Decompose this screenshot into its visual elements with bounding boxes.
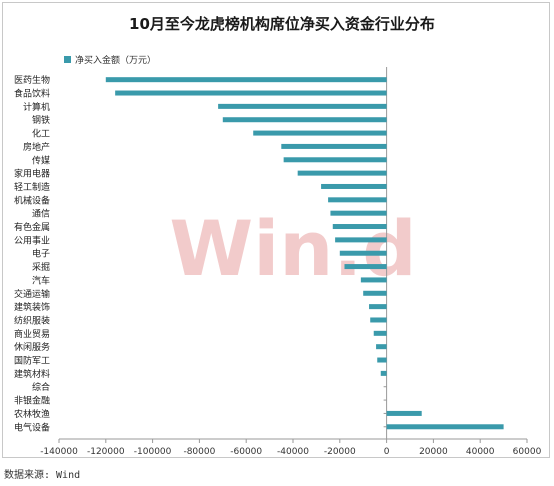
category-label: 休闲服务 <box>14 341 50 353</box>
category-label: 家用电器 <box>14 168 50 180</box>
bar-10 <box>328 197 387 203</box>
chart-frame: 10月至今龙虎榜机构席位净买入资金行业分布 Win.d 净买入金额（万元） -1… <box>2 2 550 458</box>
x-tick-label: 40000 <box>466 447 495 457</box>
bar-1 <box>105 77 387 83</box>
category-label: 电子 <box>32 248 50 260</box>
legend-label: 净买入金额（万元） <box>75 54 156 66</box>
category-label: 计算机 <box>23 101 50 113</box>
bar-12 <box>332 224 387 230</box>
bar-18 <box>369 304 387 310</box>
bar-23 <box>380 370 387 376</box>
bar-21 <box>376 344 387 350</box>
x-tick-label: -80000 <box>183 447 215 457</box>
x-tick-label: -140000 <box>40 447 78 457</box>
x-tick-label: 0 <box>384 447 390 457</box>
category-label: 有色金属 <box>14 221 50 233</box>
category-label: 通信 <box>32 208 50 220</box>
bar-9 <box>321 183 387 189</box>
category-label: 纺织服装 <box>14 314 50 326</box>
x-tick-label: 20000 <box>419 447 448 457</box>
legend-swatch <box>64 56 71 63</box>
category-label: 化工 <box>32 128 50 140</box>
bar-7 <box>283 157 387 163</box>
bar-11 <box>330 210 387 216</box>
axis-layer: -140000 -120000 -100000 -80000 -60000 -40000 -… <box>14 67 542 457</box>
bar-chart: 10月至今龙虎榜机构席位净买入资金行业分布 Win.d 净买入金额（万元） -1… <box>14 15 542 457</box>
bar-17 <box>363 290 387 296</box>
category-label: 综合 <box>32 381 50 393</box>
bar-14 <box>339 250 387 256</box>
category-label: 公用事业 <box>14 234 50 246</box>
bar-4 <box>222 117 387 123</box>
x-tick-label: -60000 <box>230 447 262 457</box>
category-label: 机械设备 <box>14 194 50 206</box>
source-note: 数据来源: Wind <box>4 470 81 481</box>
category-label: 汽车 <box>32 274 50 286</box>
category-label: 钢铁 <box>32 114 50 126</box>
bar-26 <box>386 410 422 416</box>
bar-22 <box>377 357 387 363</box>
category-label: 电气设备 <box>14 421 50 433</box>
x-tick-label: 60000 <box>513 447 542 457</box>
x-tick-label: -100000 <box>134 447 172 457</box>
category-label: 采掘 <box>32 261 50 273</box>
x-tick-label: -20000 <box>324 447 356 457</box>
bar-6 <box>281 143 387 149</box>
bar-19 <box>370 317 387 323</box>
bars-layer <box>105 77 504 430</box>
category-label: 建筑装饰 <box>14 301 50 313</box>
bar-13 <box>335 237 387 243</box>
category-label: 食品饮料 <box>14 88 50 100</box>
bar-15 <box>344 264 387 270</box>
category-label: 医药生物 <box>14 74 50 86</box>
chart-title: 10月至今龙虎榜机构席位净买入资金行业分布 <box>129 15 435 33</box>
category-label: 交通运输 <box>14 288 50 300</box>
x-tick-label: -40000 <box>277 447 309 457</box>
category-label: 国防军工 <box>14 355 50 367</box>
category-label: 轻工制造 <box>14 181 50 193</box>
category-label: 非银金融 <box>14 395 50 407</box>
bar-8 <box>297 170 387 176</box>
bar-16 <box>360 277 387 283</box>
category-label: 建筑材料 <box>14 368 50 380</box>
category-label: 农林牧渔 <box>14 408 50 420</box>
category-label: 传媒 <box>32 154 50 166</box>
bar-3 <box>218 103 387 109</box>
bar-5 <box>253 130 387 136</box>
category-label: 房地产 <box>23 141 50 153</box>
bar-20 <box>373 330 387 336</box>
category-label: 商业贸易 <box>14 328 50 340</box>
bar-27 <box>386 424 504 430</box>
x-tick-label: -120000 <box>87 447 125 457</box>
bar-2 <box>115 90 387 96</box>
